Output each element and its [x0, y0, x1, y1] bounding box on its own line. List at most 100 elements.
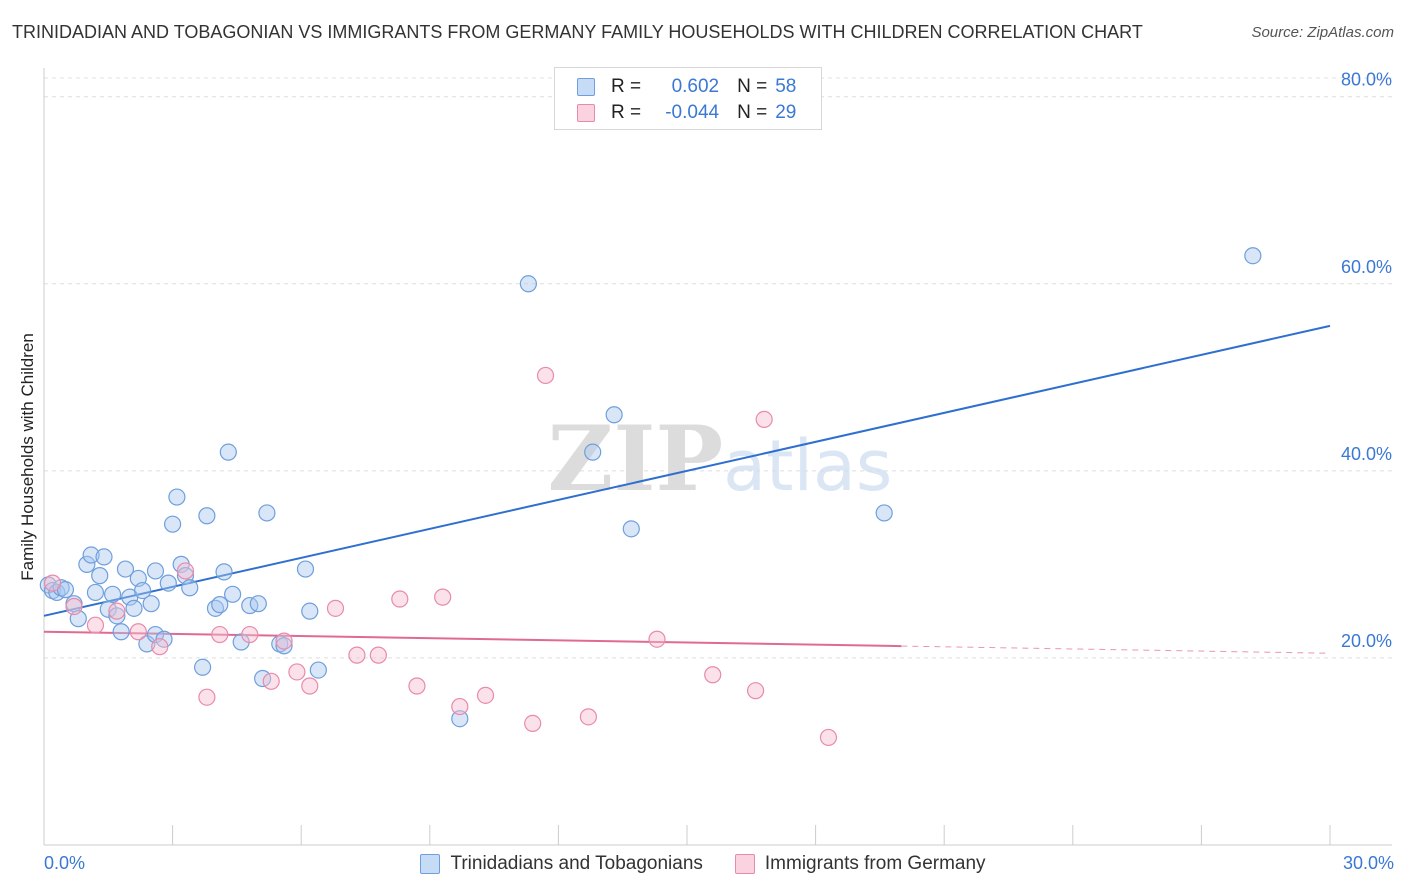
point-blue: [1244, 247, 1262, 265]
trend-line-pink-extension: [901, 645, 1331, 654]
r-value: -0.044: [665, 102, 720, 123]
point-blue: [133, 581, 152, 600]
n-value: 29: [775, 102, 797, 123]
legend-item-trinidadians: Trinidadians and Tobagonians: [420, 853, 703, 875]
point-blue: [194, 658, 212, 676]
point-blue: [258, 504, 276, 522]
chart-title: TRINIDADIAN AND TOBAGONIAN VS IMMIGRANTS…: [12, 22, 1143, 42]
point-pink: [391, 590, 409, 608]
correlation-legend: R = 0.602 N = 58 R = -0.044 N = 29: [554, 67, 822, 130]
point-pink: [408, 677, 426, 695]
point-pink: [198, 688, 216, 706]
point-pink: [288, 663, 306, 681]
point-pink: [524, 714, 542, 733]
point-pink: [86, 616, 105, 634]
point-blue: [125, 599, 143, 617]
point-blue: [215, 563, 233, 581]
point-blue: [198, 507, 216, 525]
point-pink: [579, 708, 598, 726]
point-blue: [249, 595, 267, 613]
point-blue: [219, 443, 237, 461]
y-tick-labels: 20.0% 40.0% 60.0% 80.0%: [1341, 70, 1392, 651]
point-blue: [622, 520, 640, 538]
point-blue: [584, 443, 602, 461]
legend-swatch-pink: [734, 854, 755, 874]
point-blue: [296, 560, 315, 578]
stats-row-trinidadians: R = 0.602 N = 58: [577, 75, 796, 99]
y-tick-label: 80.0%: [1341, 70, 1392, 90]
point-pink: [536, 366, 555, 385]
point-pink: [129, 623, 147, 641]
point-blue: [164, 515, 182, 533]
watermark-text: ZIPatlas: [548, 406, 893, 512]
point-pink: [704, 666, 722, 684]
n-value: 58: [775, 76, 797, 97]
trend-lines: [43, 324, 1331, 654]
point-blue: [138, 635, 156, 653]
point-pink: [65, 597, 83, 616]
point-blue: [142, 595, 160, 613]
point-blue: [451, 710, 469, 728]
point-blue: [82, 546, 100, 564]
point-blue: [275, 637, 293, 655]
point-pink: [211, 625, 229, 644]
point-blue: [224, 585, 242, 603]
point-blue: [86, 583, 105, 602]
r-value: 0.602: [671, 76, 720, 97]
point-pink: [326, 599, 345, 617]
point-blue: [309, 661, 327, 679]
point-blue: [181, 579, 199, 597]
y-tick-label: 40.0%: [1341, 444, 1392, 464]
point-pink: [151, 638, 169, 656]
point-pink: [746, 682, 765, 700]
point-pink: [275, 632, 293, 650]
point-pink: [451, 697, 469, 716]
point-blue: [159, 574, 177, 592]
y-tick-label: 20.0%: [1341, 631, 1392, 651]
point-blue: [168, 488, 186, 506]
legend-swatch-pink: [577, 104, 595, 122]
data-points: [39, 247, 1262, 747]
trend-line-pink: [43, 630, 902, 648]
point-blue: [146, 562, 165, 580]
point-blue: [91, 567, 109, 585]
x-tick-label-min: 0.0%: [44, 853, 86, 873]
point-blue: [116, 560, 135, 578]
point-pink: [241, 625, 259, 644]
point-blue: [605, 406, 623, 424]
point-blue: [108, 607, 126, 625]
point-blue: [103, 585, 122, 603]
stats-row-germany: R = -0.044 N = 29: [577, 101, 796, 125]
point-pink: [369, 646, 387, 664]
point-blue: [211, 596, 229, 614]
legend-swatch-blue: [420, 854, 441, 874]
point-pink: [819, 728, 838, 747]
r-label: R =: [611, 76, 642, 97]
y-tick-label: 60.0%: [1341, 257, 1392, 277]
point-pink: [348, 646, 366, 664]
point-pink: [43, 574, 62, 592]
chart-source: Source: ZipAtlas.com: [1251, 24, 1394, 41]
trend-line-blue: [43, 324, 1331, 617]
legend-label-trinidadians: Trinidadians and Tobagonians: [450, 853, 703, 874]
r-label: R =: [611, 102, 642, 123]
series-legend: Trinidadians and Tobagonians Immigrants …: [0, 851, 1406, 877]
point-pink: [476, 686, 495, 704]
point-blue: [519, 275, 537, 293]
point-pink: [176, 562, 195, 580]
point-pink: [434, 588, 452, 606]
point-pink: [648, 630, 666, 648]
n-label: N =: [737, 76, 768, 97]
axes: [43, 68, 1392, 846]
point-blue: [301, 602, 319, 620]
watermark: ZIPatlas: [548, 406, 893, 512]
point-pink: [108, 602, 126, 620]
point-pink: [262, 672, 280, 690]
n-label: N =: [737, 102, 768, 123]
point-blue: [95, 548, 113, 566]
legend-item-germany: Immigrants from Germany: [734, 853, 986, 875]
point-pink: [301, 677, 319, 695]
legend-label-germany: Immigrants from Germany: [764, 853, 986, 874]
x-tick-label-max: 30.0%: [1342, 853, 1394, 873]
